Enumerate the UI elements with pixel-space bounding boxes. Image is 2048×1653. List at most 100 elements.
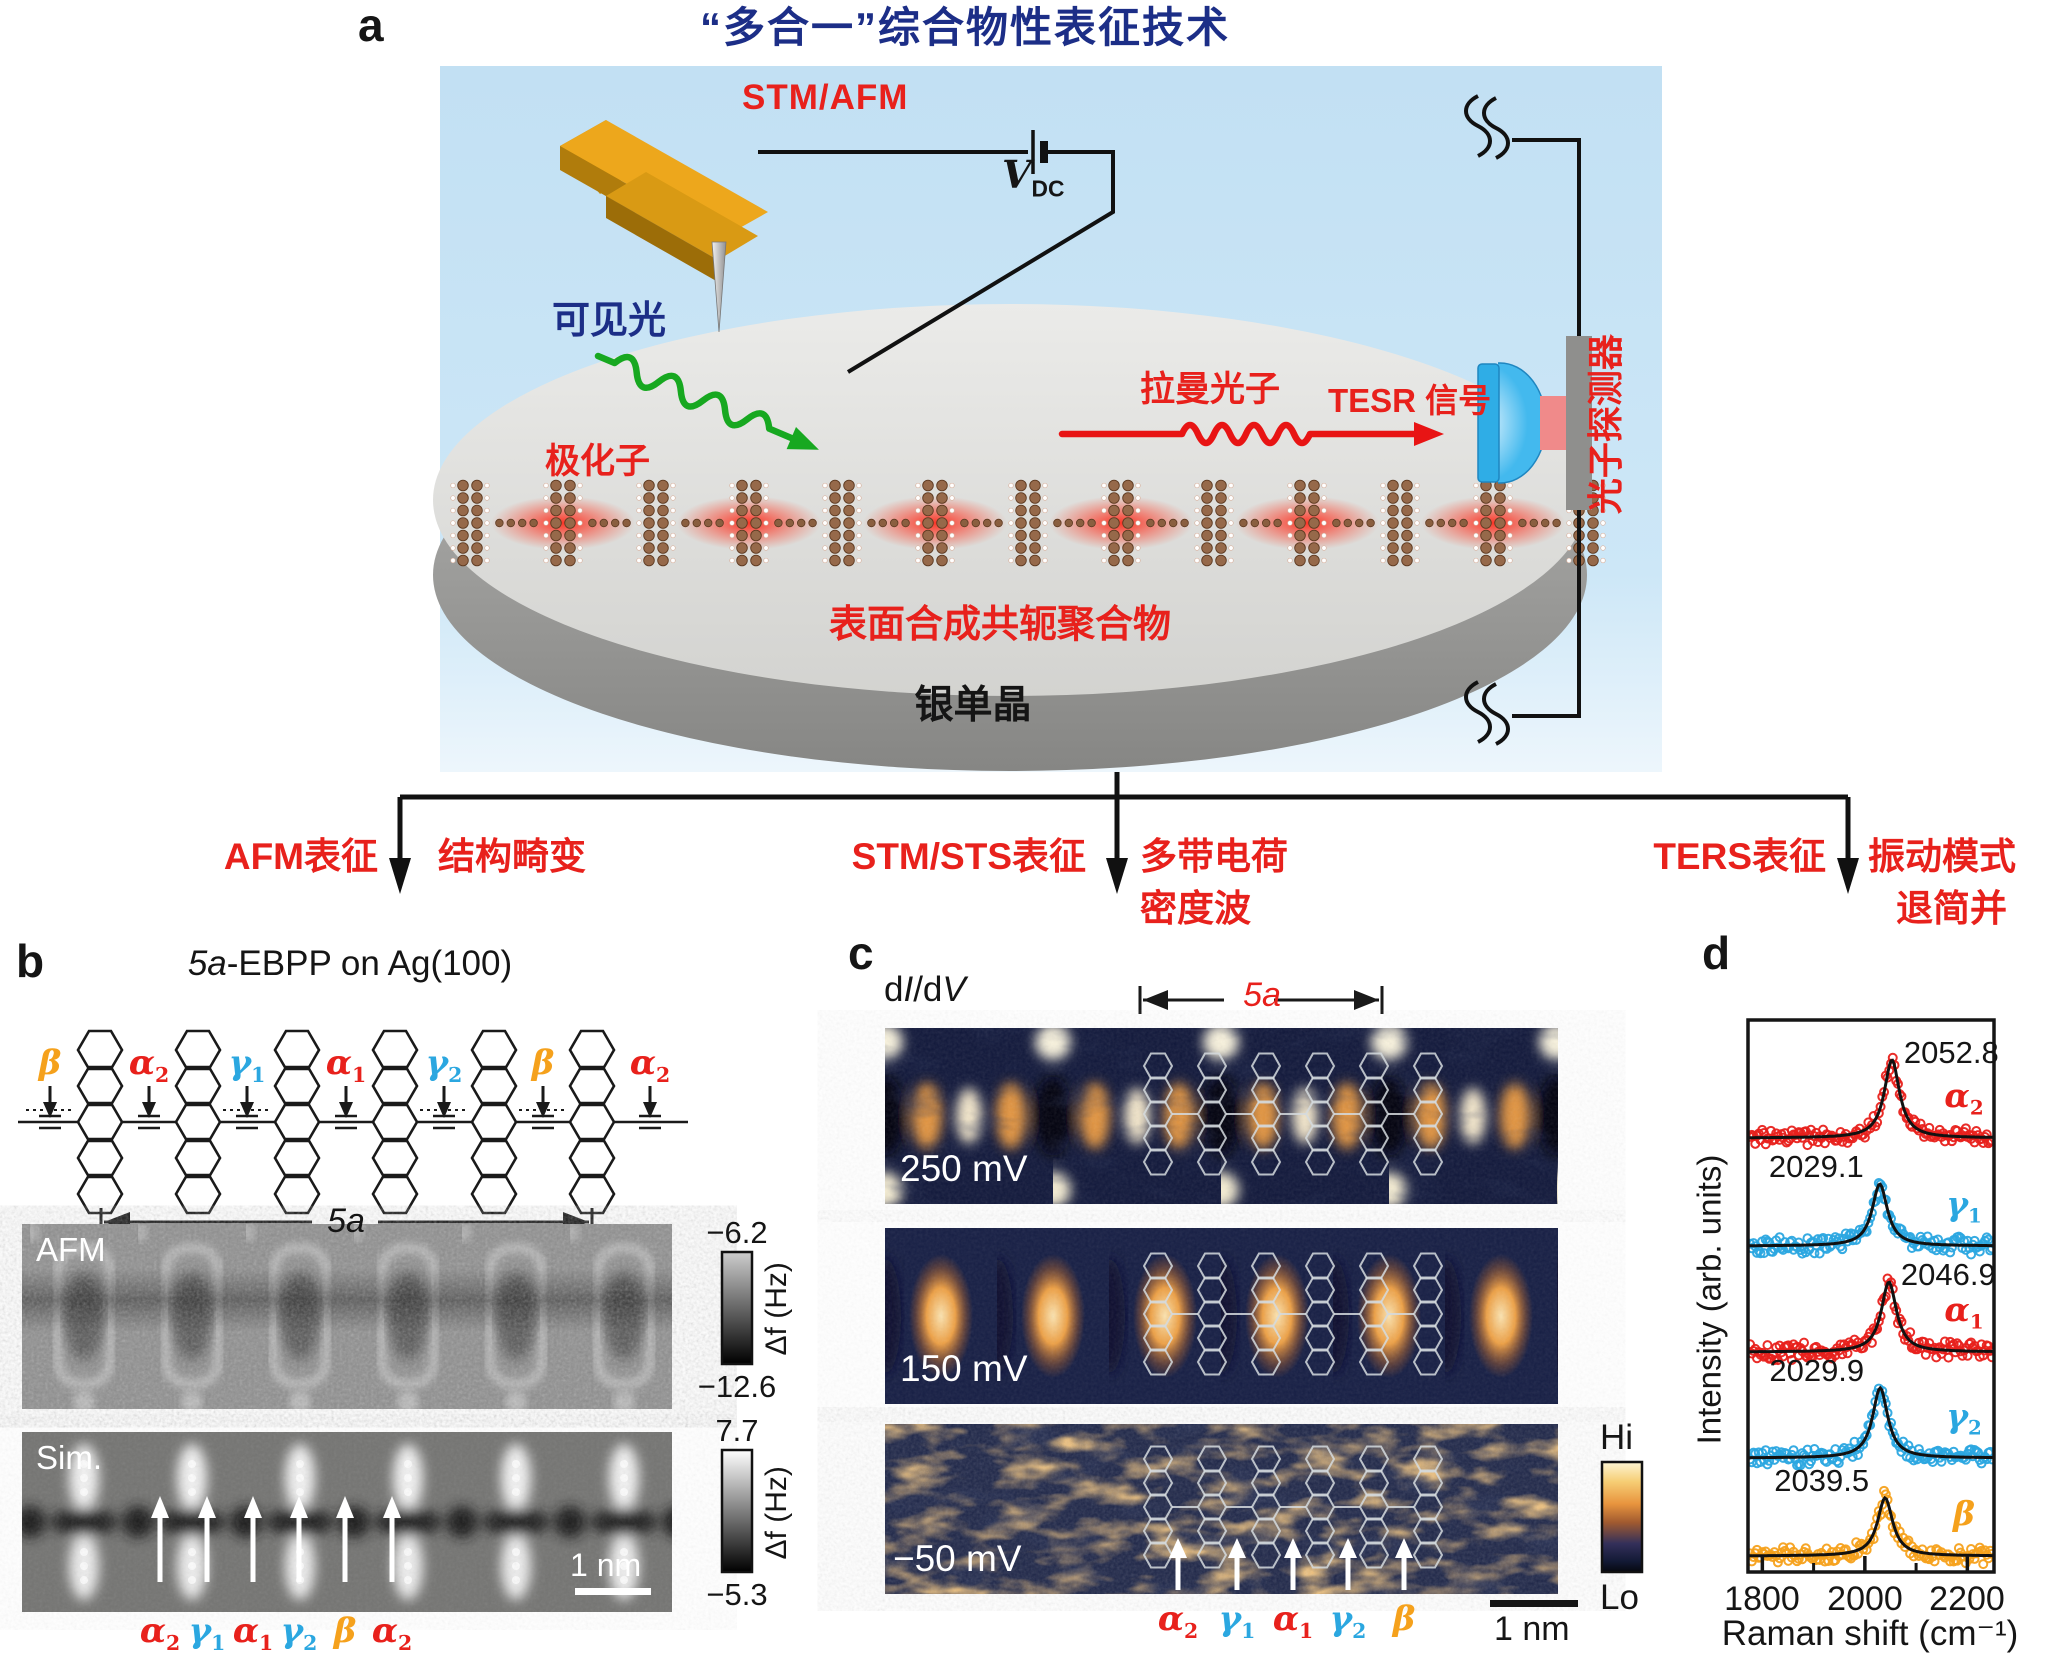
bond-label-0: β <box>38 1043 62 1083</box>
didv-i: I <box>903 970 914 1009</box>
series-label-2: α1 <box>1944 1290 1984 1334</box>
panel-c-span-label: 5a <box>1243 976 1281 1014</box>
bias-label-minus50mv: −50 mV <box>893 1538 1022 1579</box>
photon-detector-label: 光子探测器 <box>1584 334 1626 515</box>
afm-colorbar <box>720 1250 754 1366</box>
sim-annotation-arrows <box>151 1496 401 1582</box>
bias-sub: DC <box>1031 175 1065 202</box>
bias-voltage-label: VDC <box>1002 152 1065 202</box>
panel-a-schematic <box>433 66 1662 772</box>
peak-value-1: 2029.1 <box>1768 1149 1864 1184</box>
substrate-label: 银单晶 <box>914 684 1032 727</box>
afm-scale-min: −12.6 <box>697 1369 777 1404</box>
panel-a-label: a <box>358 0 384 51</box>
panel-d-plot-box <box>1746 1018 1996 1574</box>
sim-arrow-label-3: γ2 <box>280 1611 318 1653</box>
stm-tip-icon <box>711 241 727 333</box>
flow-connector-lines <box>397 772 1851 862</box>
panel-c-arrow-label-2: α1 <box>1272 1599 1314 1643</box>
flow-ters-result-2: 退简并 <box>1896 888 2007 929</box>
raman-spectra-curves <box>1748 1052 1994 1570</box>
bond-label-6: α2 <box>629 1043 671 1087</box>
colorbar-lo-label: Lo <box>1600 1578 1639 1617</box>
bond-label-3: α1 <box>325 1043 367 1087</box>
sim-arrow-label-2: α1 <box>232 1611 274 1653</box>
polymer-label: 表面合成共轭聚合物 <box>828 604 1171 646</box>
series-label-0: α2 <box>1944 1076 1984 1120</box>
panel-c-arrow-label-4: β <box>1392 1599 1416 1639</box>
panel-d-tick-2000: 2000 <box>1827 1580 1903 1618</box>
afm-scale-unit: Δf (Hz) <box>760 1262 794 1356</box>
panel-c-5a-span-heads <box>1143 990 1379 1010</box>
sim-scale-min: −5.3 <box>706 1577 768 1612</box>
panel-d-tick-1800: 1800 <box>1724 1580 1800 1618</box>
panel-b-title-italic: 5a <box>187 944 227 983</box>
afm-scale-max: −6.2 <box>706 1215 768 1250</box>
panel-d-xlabel: Raman shift (cm⁻¹) <box>1721 1614 2019 1653</box>
peak-value-2: 2046.9 <box>1900 1257 1996 1292</box>
sim-image-label: Sim. <box>36 1439 102 1476</box>
sim-scale-max: 7.7 <box>715 1413 759 1448</box>
panel-c-arrow-label-3: γ2 <box>1329 1599 1367 1643</box>
bond-label-5: β <box>531 1043 555 1083</box>
panel-d-axis-ticks <box>1760 1556 1970 1572</box>
bond-label-1: α2 <box>128 1043 170 1087</box>
panel-b-label: b <box>16 935 45 987</box>
panel-c-arrow-label-0: α2 <box>1157 1599 1199 1643</box>
flow-afm-method: AFM表征 <box>223 836 378 877</box>
molecule-overlays <box>1142 1052 1444 1569</box>
tuning-fork-sensor-icon <box>560 120 768 282</box>
flow-sts-method: STM/STS表征 <box>851 836 1086 877</box>
panel-b-span-label: 5a <box>327 1202 365 1240</box>
polymer-chain-graphic <box>450 479 1606 567</box>
visible-light-arrow-icon <box>594 352 819 450</box>
series-label-4: β <box>1953 1494 1975 1533</box>
didv-v: V <box>942 970 966 1009</box>
flow-sts-result-1: 多带电荷 <box>1140 836 1288 877</box>
tesr-signal-label: TESR 信号 <box>1328 382 1492 419</box>
panel-c-arrow-label-1: γ1 <box>1218 1599 1256 1643</box>
colorbar-hi-label: Hi <box>1600 1418 1634 1457</box>
series-label-3: γ2 <box>1946 1396 1982 1440</box>
panel-d-ylabel: Intensity (arb. units) <box>1690 1154 1728 1445</box>
wire-break-bottom-icon <box>1482 682 1510 746</box>
didv-d2: /d <box>913 970 943 1009</box>
flow-arrowheads <box>389 858 1859 894</box>
bias-v: V <box>1002 152 1032 197</box>
flow-sts-result-2: 密度波 <box>1140 888 1251 929</box>
panel-b-scalebar-line <box>575 1588 651 1595</box>
figure-title: “多合一”综合物性表征技术 <box>699 4 1230 51</box>
sim-arrow-label-0: α2 <box>139 1611 181 1653</box>
photon-detector-icon <box>1477 336 1592 510</box>
panel-c-annotation-arrows <box>1169 1538 1413 1590</box>
afm-image <box>22 1224 672 1409</box>
peak-value-0: 2052.8 <box>1903 1035 1999 1070</box>
detector-wires <box>1464 94 1581 746</box>
bias-label-250mv: 250 mV <box>900 1148 1028 1189</box>
panel-b-structure <box>18 1029 688 1215</box>
panel-d-tick-2200: 2200 <box>1929 1580 2005 1618</box>
polaron-label: 极化子 <box>545 442 651 481</box>
raman-signal-arrow-icon <box>1058 421 1444 447</box>
sim-arrow-label-4: β <box>333 1611 357 1651</box>
visible-light-label: 可见光 <box>552 300 667 342</box>
panel-d-label: d <box>1702 927 1731 979</box>
raman-photon-label: 拉曼光子 <box>1140 370 1281 409</box>
panel-b-title-rest: -EBPP on Ag(100) <box>226 944 513 983</box>
sim-arrow-label-5: α2 <box>371 1611 413 1653</box>
bond-label-4: γ2 <box>425 1043 463 1087</box>
panel-b-5a-span-arrow <box>99 1208 594 1236</box>
panel-b-scalebar-label: 1 nm <box>570 1547 642 1583</box>
peak-value-3: 2029.9 <box>1769 1353 1865 1388</box>
panel-c-label: c <box>848 927 874 979</box>
didv-d1: d <box>884 970 904 1009</box>
afm-image-label: AFM <box>36 1231 106 1268</box>
bias-label-150mv: 150 mV <box>900 1348 1028 1389</box>
flow-ters-result-1: 振动模式 <box>1868 836 2016 877</box>
sts-colorbar <box>1600 1460 1644 1574</box>
stm-afm-label: STM/AFM <box>742 78 909 117</box>
panel-c-scalebar-line <box>1490 1600 1578 1607</box>
sim-arrow-label-1: γ1 <box>188 1611 226 1653</box>
